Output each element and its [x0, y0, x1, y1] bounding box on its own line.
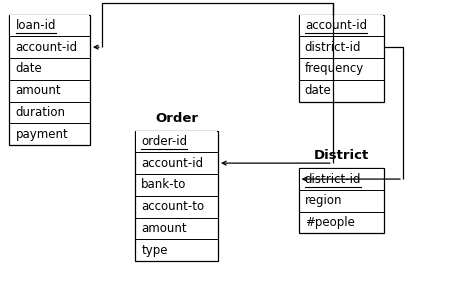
Text: payment: payment: [16, 128, 68, 141]
Text: order-id: order-id: [141, 135, 187, 148]
Text: date: date: [305, 84, 331, 97]
Text: date: date: [16, 62, 42, 75]
Bar: [299, 168, 384, 233]
Bar: [9, 14, 90, 145]
Text: #people: #people: [305, 216, 355, 229]
Bar: [299, 14, 384, 102]
Text: district-id: district-id: [305, 173, 361, 186]
Text: Order: Order: [155, 112, 198, 125]
Text: district-id: district-id: [305, 173, 361, 186]
Bar: [300, 15, 383, 36]
Text: account-id: account-id: [305, 19, 367, 32]
Bar: [300, 169, 383, 189]
Text: bank-to: bank-to: [141, 178, 187, 191]
Text: order-id: order-id: [141, 135, 187, 148]
Text: frequency: frequency: [305, 62, 364, 75]
Text: District: District: [314, 149, 369, 162]
Text: account-id: account-id: [16, 41, 78, 54]
Text: amount: amount: [16, 84, 61, 97]
Text: region: region: [305, 194, 342, 207]
Bar: [136, 131, 217, 152]
Text: amount: amount: [141, 222, 187, 235]
Text: type: type: [141, 244, 168, 257]
Bar: [135, 130, 218, 261]
Text: duration: duration: [16, 106, 65, 119]
Text: loan-id: loan-id: [16, 19, 56, 32]
Text: account-id: account-id: [141, 157, 203, 170]
Text: district-id: district-id: [305, 41, 361, 54]
Text: account-id: account-id: [305, 19, 367, 32]
Text: account-to: account-to: [141, 200, 204, 213]
Bar: [10, 15, 89, 36]
Text: loan-id: loan-id: [16, 19, 56, 32]
